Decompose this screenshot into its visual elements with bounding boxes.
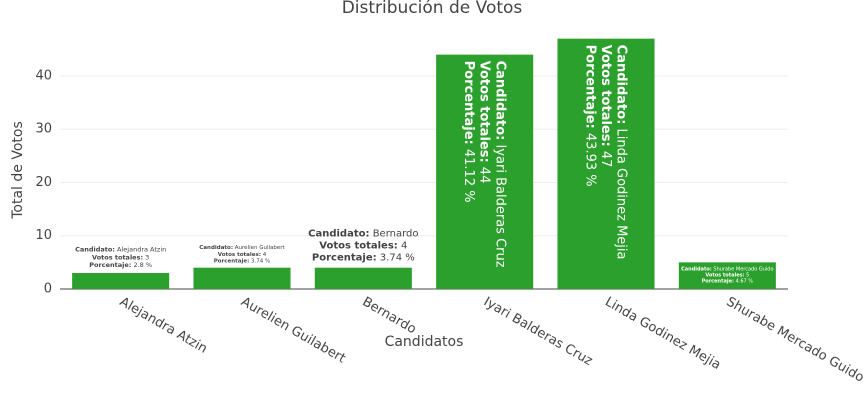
label-value: 5 xyxy=(746,272,749,278)
label-value: 3.74 % xyxy=(251,258,270,264)
label-key: Candidato: xyxy=(493,61,508,141)
label-key: Votos totales: xyxy=(705,272,744,278)
label-value: 44 xyxy=(477,167,492,184)
label-line: Porcentaje: 2.8 % xyxy=(89,261,152,269)
label-line: Candidato: Shurabe Mercado Guido xyxy=(681,266,773,272)
label-line: Porcentaje: 3.74 % xyxy=(312,253,415,264)
label-key: Porcentaje: xyxy=(583,45,598,129)
label-value: Shurabe Mercado Guido xyxy=(713,266,773,272)
label-line: Porcentaje: 3.74 % xyxy=(214,258,271,264)
label-value: 4 xyxy=(401,241,407,252)
label-value: 41.12 % xyxy=(462,149,477,203)
bar xyxy=(436,54,534,289)
x-tick-label: Alejandra Atzin xyxy=(117,295,210,357)
label-key: Votos totales: xyxy=(92,253,143,261)
label-key: Votos totales: xyxy=(599,45,614,147)
label-value: 2.8 % xyxy=(133,261,152,269)
label-line: Candidato: Alejandra Atzin xyxy=(75,246,166,254)
y-axis-title: Total de Votos xyxy=(10,121,26,220)
label-key: Porcentaje: xyxy=(702,278,734,284)
y-tick-label: 10 xyxy=(35,228,52,243)
label-key: Candidato: xyxy=(614,45,629,125)
bar xyxy=(72,273,170,289)
label-value: 43.93 % xyxy=(583,133,598,187)
label-key: Porcentaje: xyxy=(462,61,477,145)
x-tick-label: Shurabe Mercado Guido xyxy=(724,295,865,386)
label-line: Votos totales: 47 xyxy=(599,45,614,168)
y-tick-label: 20 xyxy=(35,175,52,190)
y-tick-label: 30 xyxy=(35,122,52,137)
label-line: Candidato: Bernardo xyxy=(308,229,418,240)
x-axis-title: Candidatos xyxy=(385,334,464,350)
label-line: Candidato: Iyari Balderas Cruz xyxy=(493,61,508,268)
label-line: Candidato: Aurelien Guilabert xyxy=(199,245,285,251)
label-line: Votos totales: 4 xyxy=(218,251,267,257)
label-key: Candidato: xyxy=(75,246,115,254)
label-line: Votos totales: 3 xyxy=(92,253,149,261)
label-value: 4.67 % xyxy=(736,278,754,284)
label-line: Porcentaje: 4.67 % xyxy=(702,278,754,284)
label-line: Votos totales: 4 xyxy=(319,241,407,252)
bar xyxy=(193,267,291,289)
label-line: Votos totales: 44 xyxy=(477,61,492,184)
x-tick-label: Iyari Balderas Cruz xyxy=(481,295,595,370)
x-tick-label: Bernardo xyxy=(360,295,419,338)
y-tick-label: 40 xyxy=(35,68,52,83)
label-value: 4 xyxy=(263,251,267,257)
label-key: Candidato: xyxy=(681,266,712,272)
label-key: Porcentaje: xyxy=(214,258,250,264)
label-key: Porcentaje: xyxy=(312,253,377,264)
label-value: 47 xyxy=(599,151,614,168)
label-line: Candidato: Linda Godinez Mejia xyxy=(614,45,629,260)
label-line: Votos totales: 5 xyxy=(705,272,749,278)
x-tick-label: Aurelien Guilabert xyxy=(238,295,348,367)
label-key: Candidato: xyxy=(199,245,233,251)
label-value: Bernardo xyxy=(373,229,419,240)
chart-title: Distribución de Votos xyxy=(342,0,523,18)
label-value: Alejandra Atzin xyxy=(117,246,166,254)
label-value: Iyari Balderas Cruz xyxy=(493,145,508,268)
label-value: Linda Godinez Mejia xyxy=(614,129,629,260)
x-tick-label: Linda Godinez Mejia xyxy=(602,295,723,373)
bar xyxy=(678,262,776,289)
label-key: Votos totales: xyxy=(218,251,261,257)
label-value: Aurelien Guilabert xyxy=(235,245,286,251)
label-key: Votos totales: xyxy=(319,241,398,252)
label-line: Porcentaje: 41.12 % xyxy=(462,61,477,203)
label-key: Porcentaje: xyxy=(89,261,131,269)
bar xyxy=(557,38,655,289)
label-line: Porcentaje: 43.93 % xyxy=(583,45,598,187)
label-value: 3.74 % xyxy=(380,253,415,264)
label-key: Candidato: xyxy=(308,229,369,240)
y-tick-label: 0 xyxy=(44,282,52,297)
label-value: 3 xyxy=(145,253,149,261)
label-key: Votos totales: xyxy=(477,61,492,163)
bar xyxy=(314,267,412,289)
